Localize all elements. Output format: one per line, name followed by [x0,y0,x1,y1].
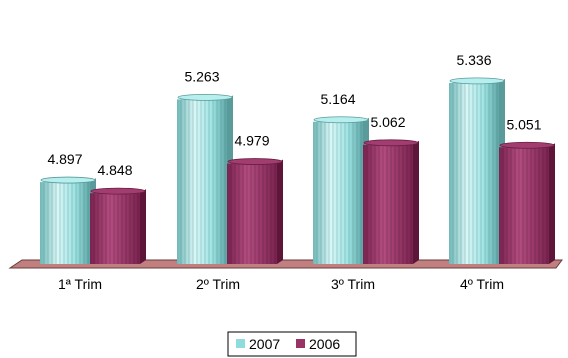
legend-swatch-2007 [236,339,245,348]
value-label-2007-1: 5.263 [184,68,219,84]
value-label-2007-2: 5.164 [320,91,355,107]
legend-swatch-2006 [296,339,305,348]
value-label-2007-3: 5.336 [456,52,491,68]
value-label-2006-2: 5.062 [370,114,405,130]
value-labels-layer: 4.897 5.263 5.164 5.336 4.848 4.979 5.062 5.051 [47,52,541,178]
bar-2006-3 [499,141,555,264]
bar-2007-2 [313,116,369,264]
bar-2006-2 [363,139,419,264]
legend-label-2007: 2007 [249,336,280,352]
category-ticks-layer: 1ª Trim 2º Trim 3º Trim 4º Trim [58,276,504,292]
bar-2007-1 [177,93,233,264]
category-label-3: 4º Trim [460,276,504,292]
legend: 2007 2006 [227,331,357,357]
bar-2007-3 [449,77,505,264]
bar-2006-0 [90,187,146,264]
value-label-2007-0: 4.897 [47,151,82,167]
bar-2007-0 [40,176,96,264]
value-label-2006-0: 4.848 [97,162,132,178]
value-label-2006-3: 5.051 [506,116,541,132]
chart-floor [8,259,563,269]
category-label-0: 1ª Trim [58,276,102,292]
category-label-2: 3º Trim [331,276,375,292]
legend-label-2006: 2006 [309,336,340,352]
legend-frame [227,331,357,357]
category-label-1: 2º Trim [196,276,240,292]
value-label-2006-1: 4.979 [234,133,269,149]
bars-layer [40,77,555,264]
bar-2006-1 [227,158,283,264]
